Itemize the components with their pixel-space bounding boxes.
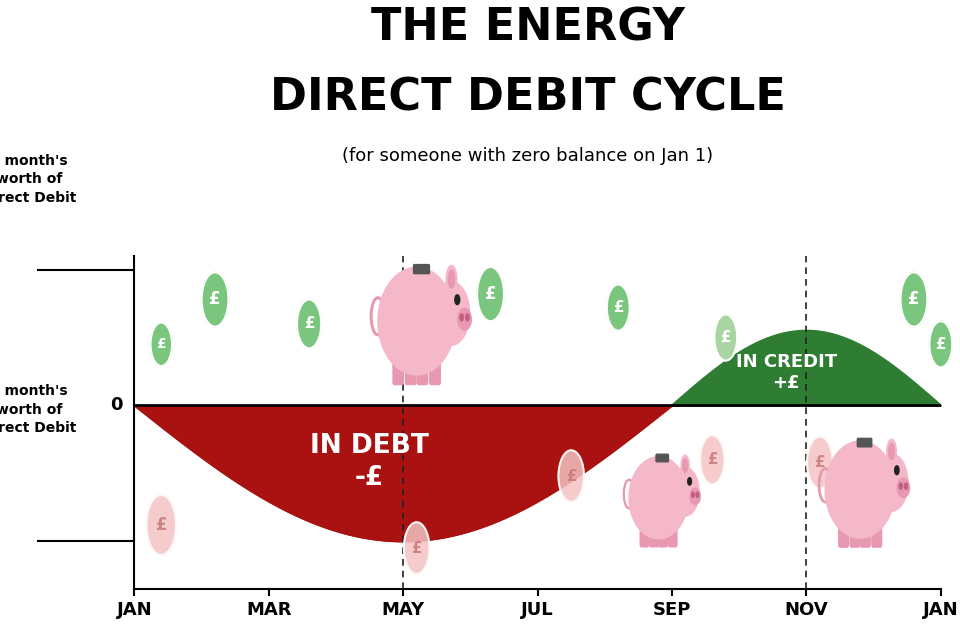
- Ellipse shape: [448, 270, 455, 288]
- Ellipse shape: [446, 266, 457, 293]
- Text: IN CREDIT
+£: IN CREDIT +£: [735, 353, 837, 392]
- Circle shape: [559, 451, 584, 502]
- Ellipse shape: [826, 441, 895, 538]
- Circle shape: [900, 272, 927, 326]
- Circle shape: [900, 483, 902, 489]
- FancyBboxPatch shape: [414, 264, 429, 274]
- Ellipse shape: [889, 444, 895, 460]
- Text: DIRECT DEBIT CYCLE: DIRECT DEBIT CYCLE: [270, 77, 786, 120]
- Circle shape: [297, 300, 322, 348]
- Ellipse shape: [378, 268, 455, 375]
- Text: £: £: [613, 300, 623, 315]
- Ellipse shape: [629, 457, 688, 539]
- Circle shape: [929, 321, 952, 367]
- Circle shape: [202, 272, 228, 326]
- Ellipse shape: [671, 468, 699, 516]
- Ellipse shape: [681, 455, 689, 476]
- Circle shape: [714, 314, 737, 360]
- Circle shape: [404, 522, 429, 574]
- Text: 0: 0: [109, 396, 122, 415]
- FancyBboxPatch shape: [857, 438, 872, 447]
- Text: £: £: [156, 516, 167, 534]
- Circle shape: [696, 492, 699, 497]
- Text: £: £: [908, 291, 920, 308]
- Circle shape: [700, 435, 725, 484]
- Text: £: £: [815, 455, 825, 470]
- FancyBboxPatch shape: [393, 358, 403, 385]
- Circle shape: [460, 314, 464, 321]
- FancyBboxPatch shape: [659, 525, 667, 547]
- Text: (for someone with zero balance on Jan 1): (for someone with zero balance on Jan 1): [343, 147, 713, 165]
- FancyBboxPatch shape: [656, 454, 668, 462]
- Text: £: £: [936, 337, 946, 352]
- Text: £: £: [412, 541, 421, 556]
- FancyBboxPatch shape: [839, 522, 849, 547]
- Circle shape: [904, 483, 907, 489]
- Ellipse shape: [887, 439, 897, 464]
- Circle shape: [691, 492, 694, 497]
- Text: THE ENERGY: THE ENERGY: [372, 6, 684, 49]
- Ellipse shape: [458, 308, 471, 330]
- FancyBboxPatch shape: [860, 522, 870, 547]
- FancyBboxPatch shape: [872, 522, 881, 547]
- Circle shape: [607, 285, 630, 331]
- FancyBboxPatch shape: [406, 358, 416, 385]
- Ellipse shape: [433, 282, 469, 345]
- FancyBboxPatch shape: [668, 525, 677, 547]
- Circle shape: [147, 495, 176, 555]
- FancyBboxPatch shape: [418, 358, 427, 385]
- Text: £: £: [209, 291, 221, 308]
- Text: £: £: [708, 452, 717, 467]
- Circle shape: [466, 314, 469, 321]
- Ellipse shape: [876, 454, 908, 511]
- Text: £: £: [485, 285, 496, 303]
- Circle shape: [455, 295, 460, 305]
- Text: £: £: [304, 316, 314, 332]
- Ellipse shape: [690, 488, 701, 504]
- Text: £: £: [156, 337, 166, 351]
- FancyBboxPatch shape: [430, 358, 441, 385]
- Ellipse shape: [683, 459, 687, 472]
- Text: 1 month's
worth of
Direct Debit: 1 month's worth of Direct Debit: [0, 384, 76, 435]
- FancyBboxPatch shape: [851, 522, 860, 547]
- Circle shape: [807, 436, 832, 488]
- FancyBboxPatch shape: [640, 525, 649, 547]
- FancyBboxPatch shape: [650, 525, 659, 547]
- Circle shape: [151, 323, 172, 366]
- Circle shape: [477, 267, 504, 321]
- Text: £: £: [566, 468, 576, 484]
- Ellipse shape: [898, 478, 909, 497]
- Text: IN DEBT
-£: IN DEBT -£: [310, 433, 429, 492]
- Text: 1 month's
worth of
Direct Debit: 1 month's worth of Direct Debit: [0, 154, 76, 205]
- Text: £: £: [721, 330, 731, 345]
- Circle shape: [687, 477, 691, 485]
- Circle shape: [895, 466, 899, 475]
